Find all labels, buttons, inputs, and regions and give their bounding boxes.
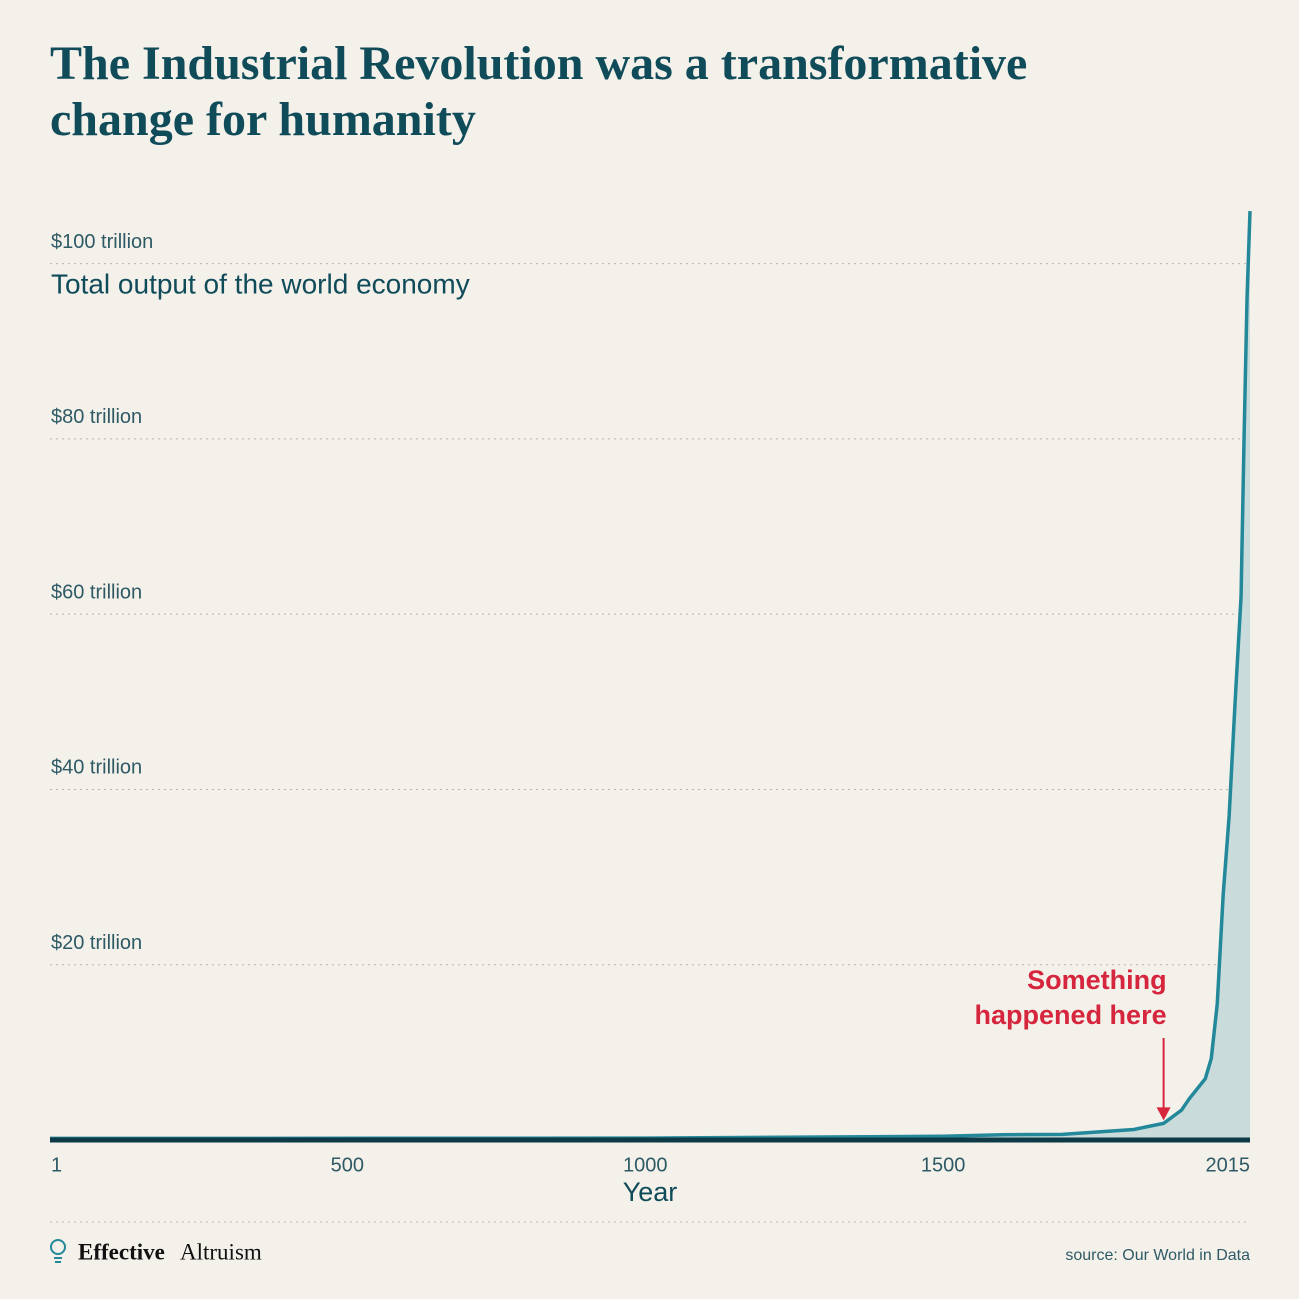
chart-title: The Industrial Revolution was a transfor… (50, 37, 1028, 146)
x-tick-label: 500 (331, 1154, 364, 1176)
x-axis-label: Year (623, 1177, 678, 1207)
brand: Effective (78, 1239, 165, 1264)
x-tick-label: 1000 (623, 1154, 668, 1176)
annotation-arrowhead (1156, 1107, 1171, 1121)
y-tick-label: $100 trillion (51, 231, 153, 253)
annotation-text: happened here (975, 1000, 1167, 1030)
y-axis-label: Total output of the world economy (51, 268, 470, 299)
line (49, 210, 1252, 1141)
y-tick-label: $40 trillion (51, 757, 142, 779)
x-tick-label: 1500 (921, 1154, 966, 1176)
y-tick-label: $80 trillion (51, 406, 142, 428)
x-tick-label: 1 (51, 1154, 62, 1176)
x-tick-label: 2015 (1206, 1154, 1251, 1176)
logo-icon (50, 1239, 66, 1263)
y-tick-label: $60 trillion (51, 581, 142, 603)
y-tick-label: $20 trillion (51, 932, 142, 954)
annotation-text: Something (1027, 965, 1167, 995)
source: source: Our World in Data (1065, 1247, 1250, 1264)
brand: Altruism (180, 1239, 262, 1264)
